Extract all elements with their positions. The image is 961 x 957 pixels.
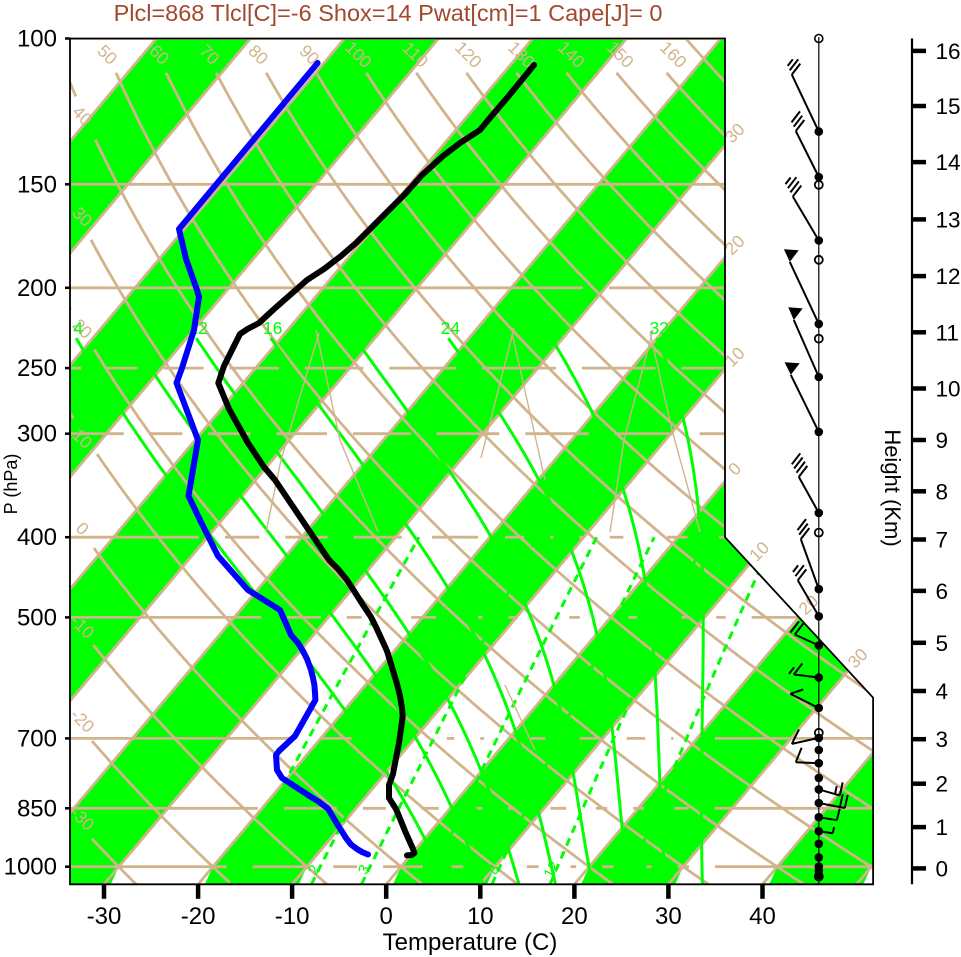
svg-text:7: 7 <box>936 528 949 553</box>
svg-text:Height (Km): Height (Km) <box>880 429 905 546</box>
svg-text:-10: -10 <box>275 903 310 930</box>
svg-text:13: 13 <box>936 207 961 232</box>
svg-text:5: 5 <box>936 631 949 656</box>
svg-text:16: 16 <box>263 318 282 338</box>
svg-text:11: 11 <box>936 320 959 345</box>
svg-text:24: 24 <box>441 318 461 338</box>
svg-text:14: 14 <box>936 150 961 175</box>
svg-text:15: 15 <box>936 94 961 119</box>
svg-text:1: 1 <box>936 815 949 840</box>
svg-text:150: 150 <box>17 171 57 198</box>
svg-text:0: 0 <box>380 903 393 930</box>
svg-text:100: 100 <box>17 26 57 53</box>
svg-text:P (hPa): P (hPa) <box>1 454 21 515</box>
svg-text:20: 20 <box>617 858 640 881</box>
svg-text:8: 8 <box>936 479 949 504</box>
svg-text:32: 32 <box>649 318 668 338</box>
svg-text:3: 3 <box>936 727 949 752</box>
svg-text:20: 20 <box>561 903 588 930</box>
svg-text:250: 250 <box>17 355 57 382</box>
svg-text:Plcl=868 Tlcl[C]=-6 Shox=14 Pw: Plcl=868 Tlcl[C]=-6 Shox=14 Pwat[cm]=1 C… <box>114 0 663 26</box>
svg-text:12: 12 <box>540 858 563 881</box>
svg-text:6: 6 <box>936 579 949 604</box>
svg-text:-20: -20 <box>181 903 216 930</box>
svg-text:2: 2 <box>936 772 949 797</box>
svg-text:1000: 1000 <box>4 854 57 881</box>
svg-text:28: 28 <box>543 318 562 338</box>
svg-text:Temperature (C): Temperature (C) <box>383 929 558 956</box>
svg-text:400: 400 <box>17 524 57 551</box>
svg-text:20: 20 <box>347 318 367 338</box>
svg-text:0: 0 <box>936 856 949 881</box>
svg-text:300: 300 <box>17 421 57 448</box>
svg-text:200: 200 <box>17 275 57 302</box>
svg-text:9: 9 <box>936 428 949 453</box>
svg-text:700: 700 <box>17 725 57 752</box>
svg-text:12: 12 <box>936 264 961 289</box>
svg-text:500: 500 <box>17 604 57 631</box>
svg-text:850: 850 <box>17 795 57 822</box>
svg-text:4: 4 <box>73 318 83 338</box>
svg-text:16: 16 <box>936 39 961 64</box>
svg-text:30: 30 <box>655 903 682 930</box>
svg-text:10: 10 <box>467 903 494 930</box>
svg-text:-30: -30 <box>87 903 122 930</box>
svg-text:40: 40 <box>749 903 776 930</box>
svg-text:4: 4 <box>936 679 949 704</box>
svg-text:10: 10 <box>936 377 961 402</box>
svg-text:8: 8 <box>128 318 138 338</box>
